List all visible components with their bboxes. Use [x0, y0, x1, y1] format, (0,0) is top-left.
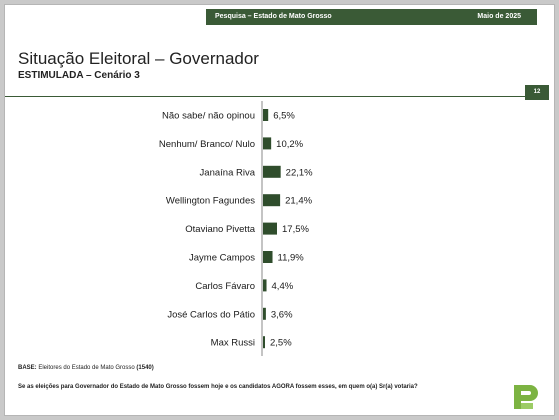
bar [263, 109, 269, 121]
category-label: José Carlos do Pátio [167, 309, 255, 320]
category-label: Jayme Campos [189, 253, 255, 264]
value-label: 17,5% [282, 224, 309, 235]
bar [263, 165, 281, 178]
title-divider [5, 96, 537, 97]
bar [263, 279, 267, 292]
value-label: 10,2% [276, 139, 303, 150]
value-label: 4,4% [272, 281, 294, 292]
category-label: Carlos Fávaro [195, 281, 255, 292]
value-label: 11,9% [278, 253, 305, 264]
value-label: 2,5% [270, 338, 292, 349]
green-p-logo-icon [514, 385, 538, 409]
bar-chart: Não sabe/ não opinou 6,5% Nenhum/ Branco/ … [159, 101, 313, 356]
bar [263, 137, 272, 150]
base-text: Eleitores do Estado de Mato Grosso [38, 365, 135, 371]
category-label: Janaína Riva [200, 167, 256, 178]
page-number: 12 [525, 85, 549, 100]
value-label: 21,4% [285, 196, 312, 207]
page-subtitle: ESTIMULADA – Cenário 3 [18, 70, 140, 81]
header-bar: Pesquisa – Estado de Mato Grosso Maio de… [206, 9, 537, 25]
category-label: Não sabe/ não opinou [162, 111, 255, 122]
base-note: BASE: Eleitores do Estado de Mato Grosso… [18, 365, 154, 371]
survey-name: Pesquisa – Estado de Mato Grosso [215, 13, 332, 20]
survey-date: Maio de 2025 [477, 13, 521, 20]
value-label: 22,1% [286, 167, 313, 178]
slide: Pesquisa – Estado de Mato Grosso Maio de… [4, 4, 555, 416]
base-count: (1540) [136, 365, 154, 371]
category-label: Wellington Fagundes [166, 196, 255, 207]
survey-question: Se as eleições para Governador do Estado… [18, 384, 418, 390]
category-label: Max Russi [211, 338, 255, 349]
value-label: 6,5% [273, 111, 295, 122]
bar [263, 336, 265, 349]
bar [263, 307, 266, 320]
category-label: Nenhum/ Branco/ Nulo [159, 139, 255, 150]
bar [263, 251, 273, 263]
page-title: Situação Eleitoral – Governador [18, 49, 259, 68]
bar [263, 222, 277, 235]
value-label: 3,6% [271, 309, 293, 320]
base-label: BASE: [18, 365, 37, 371]
category-label: Otaviano Pivetta [185, 224, 255, 235]
bar [263, 194, 281, 207]
